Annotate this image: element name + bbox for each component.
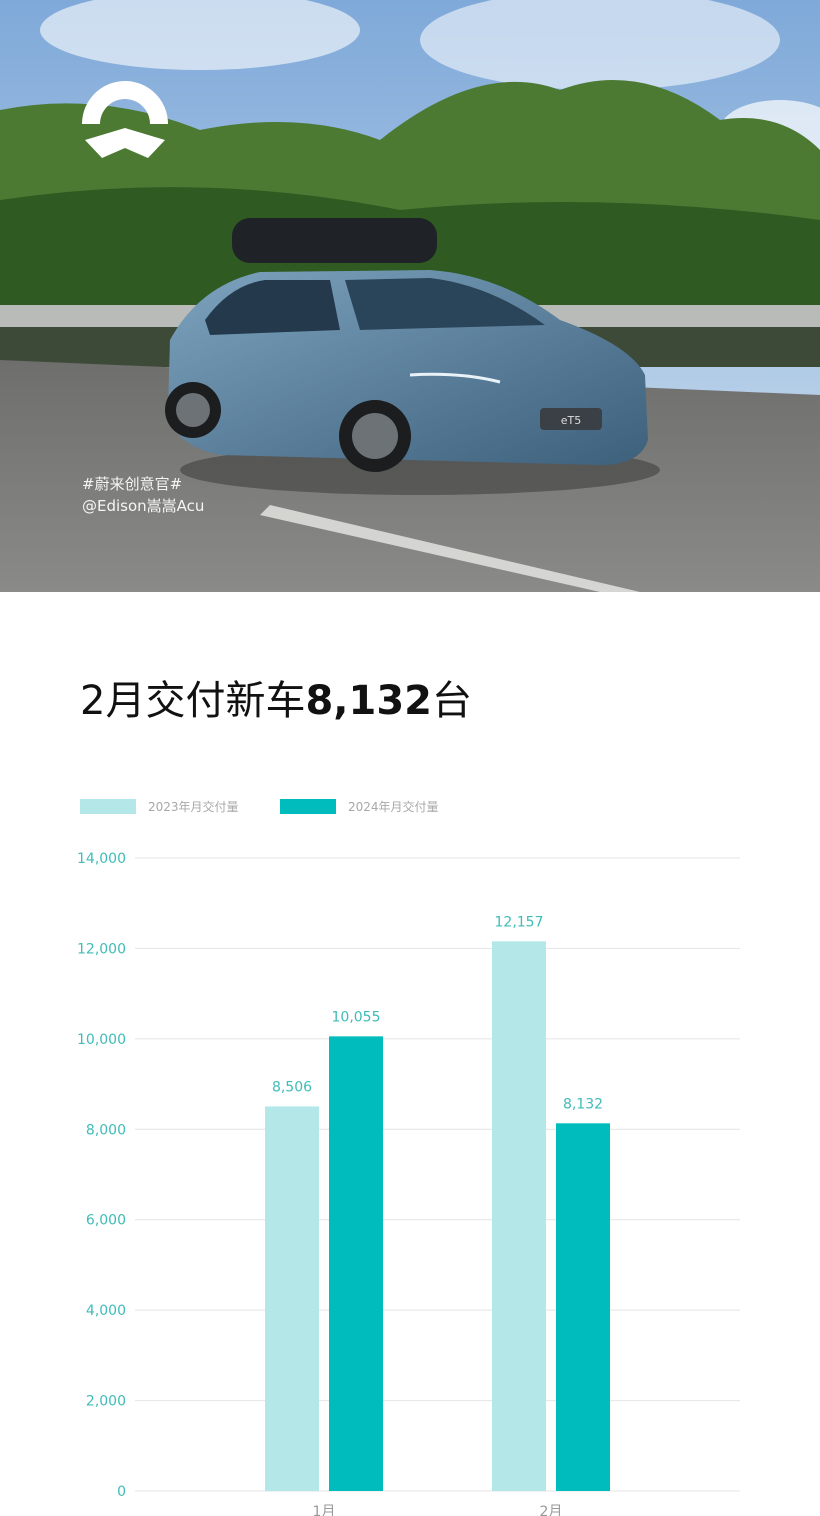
photo-credit: @Edison嵩嵩Acu <box>82 497 205 515</box>
legend-item-2023: 2023年月交付量 <box>80 798 239 815</box>
y-tick-label: 14,000 <box>77 851 126 867</box>
data-label: 12,157 <box>495 914 544 930</box>
title-prefix: 2月交付新车 <box>80 678 306 724</box>
hashtag-caption: #蔚来创意官# <box>82 475 183 493</box>
y-tick-label: 8,000 <box>86 1122 126 1138</box>
legend-label-2024: 2024年月交付量 <box>348 800 439 814</box>
license-plate: eT5 <box>561 414 582 427</box>
bar-2024 <box>329 1036 383 1491</box>
data-label: 8,506 <box>272 1079 312 1095</box>
page-title: 2月交付新车8,132台 <box>80 668 472 726</box>
hero-photo: eT5 #蔚来创意官# @Edison嵩嵩Acu <box>0 0 820 592</box>
legend-swatch-2023 <box>80 799 136 814</box>
y-tick-label: 0 <box>117 1484 126 1500</box>
x-tick-label: 1月 <box>313 1504 336 1516</box>
legend-swatch-2024 <box>280 799 336 814</box>
y-tick-label: 2,000 <box>86 1394 126 1410</box>
legend-label-2023: 2023年月交付量 <box>148 800 239 814</box>
legend-item-2024: 2024年月交付量 <box>280 798 439 815</box>
bar-2024 <box>556 1123 610 1491</box>
y-tick-label: 4,000 <box>86 1303 126 1319</box>
y-tick-label: 12,000 <box>77 941 126 957</box>
data-label: 8,132 <box>563 1096 603 1112</box>
y-tick-label: 6,000 <box>86 1213 126 1229</box>
y-tick-label: 10,000 <box>77 1032 126 1048</box>
delivery-number: 8,132 <box>305 678 432 724</box>
data-label: 10,055 <box>332 1009 381 1025</box>
bar-2023 <box>265 1106 319 1491</box>
nio-logo <box>82 81 168 158</box>
title-suffix: 台 <box>431 678 472 724</box>
x-tick-label: 2月 <box>540 1504 563 1516</box>
bar-2023 <box>492 941 546 1491</box>
